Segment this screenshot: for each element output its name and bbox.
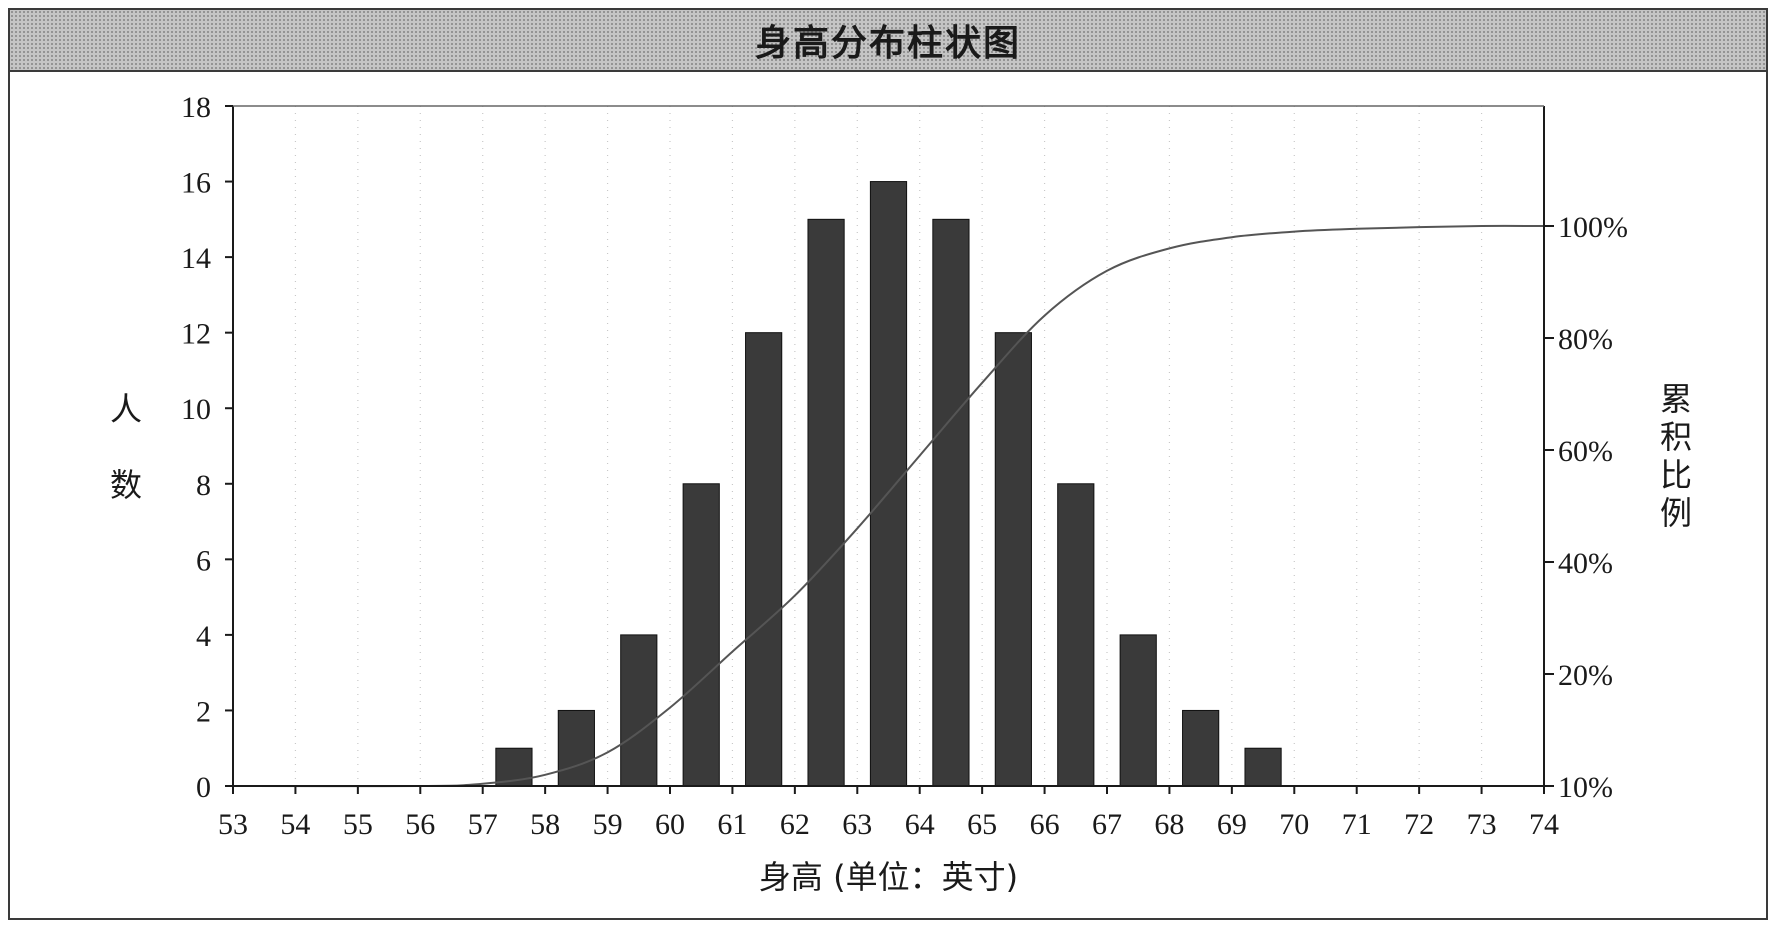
y-tick-label: 6: [196, 544, 211, 577]
axes: [225, 105, 1554, 794]
x-tick-label: 69: [1217, 808, 1247, 841]
chart-title: 身高分布柱状图: [754, 23, 1021, 64]
bar: [807, 218, 845, 787]
bar: [1119, 634, 1157, 787]
bar: [932, 218, 970, 787]
y2-tick-label: 10%: [1558, 771, 1613, 804]
title-band: 身高分布柱状图: [10, 10, 1766, 72]
bar: [745, 332, 783, 787]
y2-axis-title-char: 比: [1660, 456, 1692, 494]
x-tick-label: 68: [1154, 808, 1184, 841]
x-tick-label: 56: [405, 808, 435, 841]
cumulative-curve: [232, 224, 1545, 788]
bar: [682, 483, 720, 787]
x-tick-label: 70: [1279, 808, 1309, 841]
bar: [1244, 747, 1282, 787]
x-tick-label: 74: [1529, 808, 1559, 841]
y-tick-label: 2: [196, 695, 211, 728]
x-tick-label: 55: [343, 808, 373, 841]
x-axis-title: 身高 (单位：英寸): [759, 858, 1018, 896]
bar: [1182, 709, 1220, 787]
y-tick-label: 4: [196, 620, 211, 653]
y2-axis-title-char: 累: [1660, 380, 1692, 418]
bar: [869, 181, 908, 787]
y-axis-title-char: 数: [110, 466, 142, 504]
x-tick-label: 60: [655, 808, 685, 841]
y2-tick-label: 40%: [1558, 547, 1613, 580]
y-tick-label: 10: [181, 393, 211, 426]
y2-axis-title-char: 例: [1660, 494, 1692, 532]
y-tick-label: 14: [181, 242, 211, 275]
y-tick-label: 16: [181, 167, 211, 200]
y-tick-label: 12: [181, 318, 211, 351]
y2-axis-title-char: 积: [1660, 418, 1692, 456]
x-tick-label: 66: [1030, 808, 1060, 841]
y-tick-label: 8: [196, 469, 211, 502]
x-tick-label: 67: [1092, 808, 1122, 841]
x-tick-label: 62: [780, 808, 810, 841]
x-tick-label: 53: [218, 808, 248, 841]
axis-labels: 53 54 55 56 57 58 59 60 61 62 63 64 65 66 67 68 69 70 71 72…: [110, 91, 1692, 896]
x-tick-label: 71: [1342, 808, 1372, 841]
x-tick-label: 59: [593, 808, 623, 841]
y2-tick-label: 80%: [1558, 323, 1613, 356]
y-axis-title: 人数: [110, 390, 142, 504]
y-tick-label: 18: [181, 91, 211, 124]
x-tick-label: 72: [1404, 808, 1434, 841]
x-tick-label: 73: [1467, 808, 1497, 841]
y-axis-title-char: 人: [110, 390, 142, 428]
y2-tick-label: 20%: [1558, 659, 1613, 692]
x-tick-label: 64: [905, 808, 935, 841]
y2-tick-label: 100%: [1558, 211, 1628, 244]
y-tick-label: 0: [196, 771, 211, 804]
y2-axis-title: 累积比例: [1660, 380, 1692, 532]
x-tick-label: 63: [842, 808, 872, 841]
x-tick-label: 61: [717, 808, 747, 841]
bar: [1057, 483, 1095, 787]
y2-tick-label: 60%: [1558, 435, 1613, 468]
bar: [557, 709, 595, 787]
x-tick-label: 65: [967, 808, 997, 841]
x-tick-label: 58: [530, 808, 560, 841]
bars: [495, 181, 1282, 787]
x-tick-label: 57: [468, 808, 498, 841]
bar: [994, 332, 1032, 787]
x-tick-label: 54: [280, 808, 310, 841]
bar: [620, 634, 658, 787]
